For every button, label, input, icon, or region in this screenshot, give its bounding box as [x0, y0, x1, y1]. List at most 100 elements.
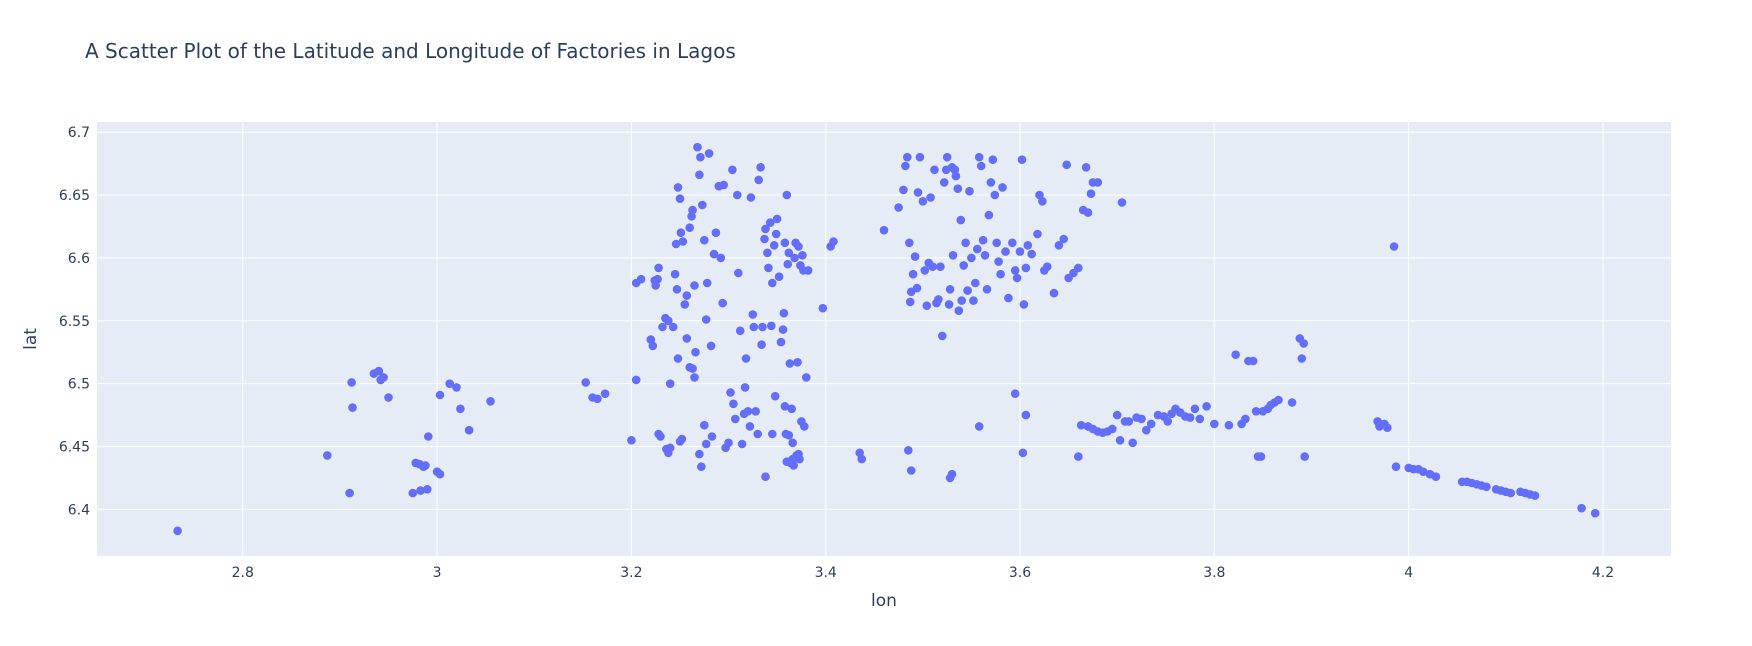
scatter-point: [731, 414, 740, 424]
scatter-point: [772, 214, 782, 224]
scatter-point: [1018, 448, 1028, 458]
scatter-point: [779, 308, 789, 318]
x-tick-label: 3.4: [815, 565, 837, 581]
scatter-point: [701, 439, 711, 449]
x-tick-label: 4.2: [1592, 565, 1614, 581]
scatter-point: [345, 488, 354, 498]
scatter-point: [763, 248, 772, 258]
scatter-point: [1019, 300, 1029, 309]
scatter-point: [906, 466, 916, 475]
scatter-point: [424, 432, 433, 441]
scatter-point: [1391, 462, 1401, 472]
x-tick-labels: 2.8 3 3.2 3.4 3.6 3.8 4 4.2: [232, 565, 1615, 581]
scatter-point: [1004, 293, 1013, 303]
scatter-point: [671, 239, 681, 249]
scatter-point: [690, 281, 699, 290]
scatter-point: [631, 375, 641, 385]
scatter-point: [648, 341, 658, 351]
scatter-point: [673, 183, 683, 192]
scatter-point: [709, 249, 719, 259]
scatter-point: [656, 432, 665, 441]
scatter-point: [1001, 247, 1010, 256]
y-tick-label: 6.4: [68, 502, 90, 518]
scatter-point: [1146, 419, 1156, 429]
scatter-point: [961, 238, 970, 248]
scatter-point: [734, 268, 743, 278]
scatter-point: [682, 291, 692, 300]
scatter-point: [944, 300, 954, 309]
scatter-point: [982, 285, 992, 294]
scatter-point: [879, 225, 889, 235]
scatter-point: [760, 234, 769, 244]
scatter-point: [757, 340, 766, 350]
scatter-point: [1017, 155, 1027, 164]
scatter-point: [928, 262, 937, 272]
scatter-point: [802, 373, 811, 382]
scatter-point: [1059, 234, 1068, 244]
scatter-point: [1383, 423, 1392, 433]
scatter-point: [1137, 414, 1146, 424]
scatter-point: [348, 403, 357, 412]
scatter-point: [990, 190, 1000, 200]
scatter-point: [766, 218, 775, 227]
scatter-point: [740, 383, 750, 392]
scatter-point: [1074, 263, 1083, 273]
scatter-point: [743, 407, 753, 416]
scatter-point: [785, 359, 795, 368]
scatter-point: [741, 354, 751, 363]
scatter-point: [724, 438, 733, 448]
scatter-point: [984, 210, 994, 220]
scatter-point: [1482, 482, 1491, 492]
y-tick-label: 6.6: [68, 251, 90, 267]
scatter-point: [992, 238, 1001, 248]
scatter-point: [965, 186, 974, 196]
scatter-point: [456, 404, 465, 414]
scatter-point: [1033, 229, 1042, 239]
scatter-point: [971, 278, 980, 288]
y-tick-label: 6.7: [68, 125, 90, 141]
scatter-point: [794, 449, 803, 459]
scatter-point: [673, 354, 683, 363]
scatter-point: [670, 269, 680, 279]
scatter-point: [486, 397, 495, 406]
scatter-point: [761, 472, 770, 482]
scatter-point: [899, 185, 908, 195]
scatter-point: [665, 379, 675, 389]
y-tick-label: 6.5: [68, 377, 90, 393]
scatter-point: [718, 298, 727, 308]
scatter-point: [695, 449, 704, 459]
plot-area: [97, 122, 1671, 556]
scatter-point: [680, 300, 690, 309]
x-tick-label: 2.8: [232, 565, 254, 581]
scatter-point: [1506, 488, 1515, 498]
scatter-point: [994, 257, 1003, 266]
scatter-point: [913, 188, 923, 197]
scatter-point: [794, 242, 803, 251]
scatter-point: [959, 261, 968, 270]
scatter-point: [737, 439, 747, 449]
scatter-point: [1015, 247, 1025, 256]
scatter-point: [749, 322, 759, 332]
scatter-point: [936, 262, 945, 272]
y-tick-label: 6.55: [59, 314, 90, 330]
scatter-point: [1086, 189, 1096, 198]
scatter-point: [421, 461, 430, 470]
scatter-point: [452, 383, 461, 392]
scatter-point: [781, 429, 791, 439]
x-gridlines: [242, 122, 1604, 556]
scatter-point: [905, 238, 914, 248]
x-tick-label: 4: [1404, 565, 1413, 581]
scatter-point: [593, 394, 602, 404]
scatter-point: [956, 215, 966, 225]
scatter-point: [1021, 410, 1031, 420]
scatter-point: [1112, 410, 1122, 420]
scatter-point: [793, 358, 802, 367]
scatter-point: [690, 373, 699, 382]
scatter-point: [774, 272, 784, 282]
scatter-point: [788, 438, 797, 448]
scatter-point: [947, 469, 957, 479]
scatter-point: [788, 454, 797, 464]
scatter-point: [1195, 414, 1205, 424]
scatter-point: [1076, 420, 1086, 430]
scatter-point: [748, 310, 758, 319]
